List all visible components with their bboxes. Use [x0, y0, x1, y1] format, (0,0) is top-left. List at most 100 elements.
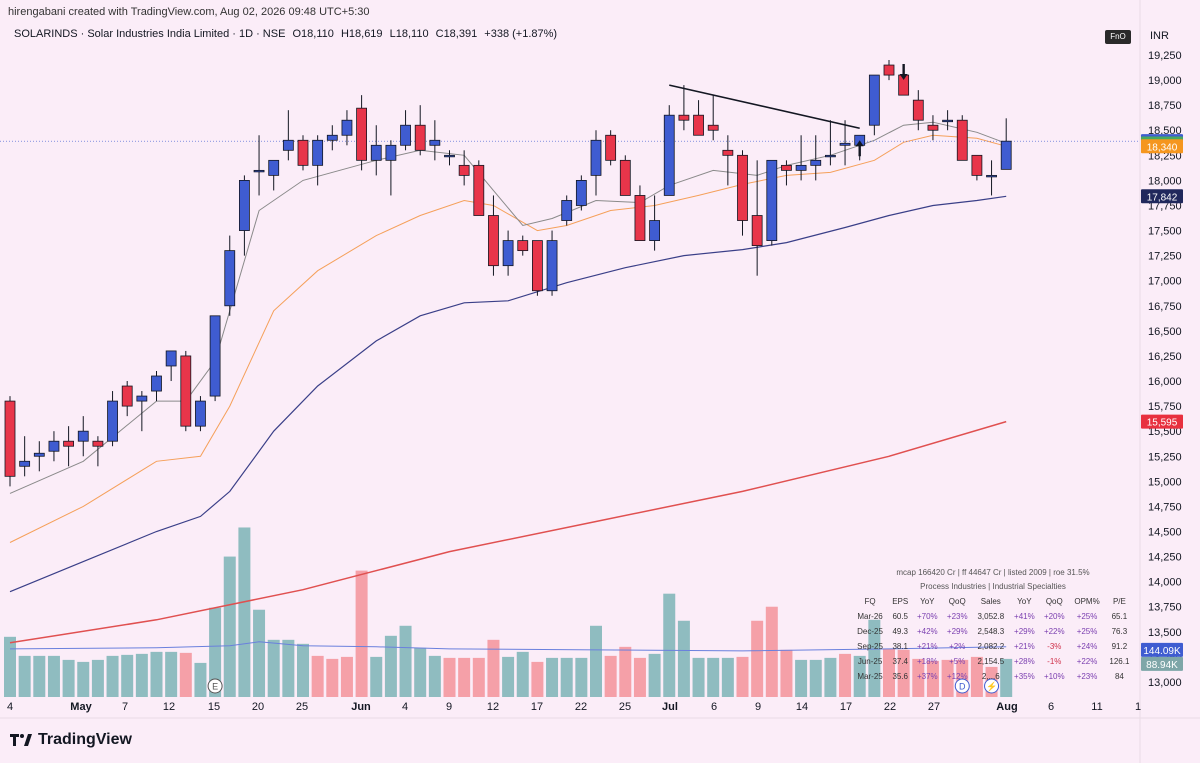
volume-bar	[941, 659, 954, 697]
volume-bar	[77, 661, 90, 697]
x-tick-label: 22	[575, 701, 587, 713]
volume-bar	[472, 657, 485, 697]
financials-cell: +23%	[1076, 672, 1098, 681]
y-tick-label: 17,750	[1148, 200, 1182, 212]
volume-bar	[560, 657, 573, 697]
volume-bar	[677, 620, 690, 697]
ohlc-change: +338 (+1.87%)	[484, 28, 558, 40]
ma-slow-line	[9, 195, 1007, 593]
price-axis-badge	[1141, 139, 1183, 154]
x-tick-label: 17	[531, 701, 543, 713]
financials-cell: +2%	[949, 642, 966, 651]
x-tick-label: 27	[928, 701, 940, 713]
candle-body	[19, 460, 31, 467]
volume-bar	[839, 653, 852, 697]
tradingview-logo[interactable]: TradingView	[10, 731, 132, 749]
volume-bar	[633, 657, 646, 697]
down-arrow-icon	[899, 64, 908, 81]
financials-cell: Dec-25	[857, 627, 883, 636]
ohlc-close: C18,391	[435, 28, 478, 40]
candle-body	[619, 159, 631, 196]
y-tick-label: 16,250	[1148, 351, 1182, 363]
ma-fast-line	[9, 121, 1007, 494]
candle-body	[678, 114, 690, 121]
financials-row: Sep-25 38.1 +21% +2% 2,082.2 +21% -3% +24% 91.2	[852, 639, 1134, 654]
up-arrow-icon	[855, 140, 864, 157]
x-tick-label: 20	[252, 701, 264, 713]
price-axis-badge	[1141, 656, 1183, 671]
financials-cell: 2,082.2	[977, 642, 1005, 651]
financials-cell: 3,052.8	[977, 612, 1005, 621]
price-axis-badge-label: 18,340	[1147, 142, 1178, 153]
price-axis-badge-label: 15,595	[1147, 418, 1178, 429]
y-tick-label: 15,750	[1148, 401, 1182, 413]
volume-bar	[795, 659, 808, 697]
financials-col-5: YoY	[1017, 597, 1032, 606]
financials-col-2: YoY	[920, 597, 935, 606]
candle-body	[356, 107, 368, 161]
y-tick-label: 14,250	[1148, 552, 1182, 564]
candle-body	[1000, 140, 1012, 170]
event-marker-label: D	[959, 682, 966, 692]
currency-label[interactable]: INR	[1150, 30, 1169, 42]
financials-cell: 91.2	[1111, 642, 1128, 651]
candle-body	[502, 240, 514, 267]
y-tick-label: 14,500	[1148, 526, 1182, 538]
financials-cell: Mar-26	[857, 612, 883, 621]
candle-body	[532, 240, 543, 292]
financials-cell: +20%	[1043, 612, 1065, 621]
volume-bar	[150, 651, 163, 697]
volume-bar	[384, 635, 397, 697]
x-tick-label: 14	[796, 701, 808, 713]
candle-body	[751, 215, 763, 247]
x-tick-label: 6	[1048, 701, 1054, 713]
volume-bar	[883, 648, 895, 697]
credit-text: hirengabani created with TradingView.com…	[8, 6, 370, 18]
x-tick-label: 11	[1091, 701, 1102, 713]
candle-body	[92, 440, 104, 447]
volume-bar	[165, 651, 178, 697]
financials-col-7: OPM%	[1074, 597, 1100, 606]
financials-row: Dec-25 49.3 +42% +29% 2,548.3 +29% +22% +25% 76.…	[852, 624, 1134, 639]
financials-row: Jun-25 37.4 +18% +5% 2,154.5 +28% -1% +22% 126.1	[852, 654, 1134, 669]
brand-text: TradingView	[38, 731, 132, 748]
symbol-title[interactable]: SOLARINDS · Solar Industries India Limit…	[14, 28, 286, 40]
x-tick-label: 12	[487, 701, 499, 713]
financials-cell: +21%	[1014, 642, 1035, 651]
x-tick-label: 25	[296, 701, 308, 713]
candle-body	[473, 164, 485, 216]
candle-body	[326, 134, 338, 141]
volume-bar	[912, 658, 925, 697]
volume-bar	[926, 660, 939, 697]
fno-badge: FnO	[1105, 30, 1131, 44]
candle-body	[825, 154, 836, 158]
volume-bar	[868, 619, 881, 697]
x-tick-label: 15	[208, 701, 220, 713]
tradingview-logo-icon	[10, 734, 32, 746]
financials-cell: 76.3	[1111, 627, 1128, 636]
candle-body	[912, 99, 924, 121]
y-tick-label: 16,750	[1148, 301, 1182, 313]
candle-body	[942, 119, 953, 123]
candle-body	[253, 169, 265, 173]
financials-col-8: P/E	[1112, 597, 1126, 606]
candle-body	[151, 375, 162, 392]
volume-bar	[824, 657, 837, 697]
candle-body	[649, 220, 660, 241]
candle-body	[693, 114, 704, 136]
candle-body	[444, 154, 455, 158]
volume-bar	[619, 646, 632, 697]
candle-body	[737, 154, 748, 221]
candle-body	[312, 139, 324, 166]
volume-bar	[179, 652, 192, 697]
financials-header-2: Process Industries | Industrial Specialt…	[920, 582, 1066, 591]
ma-mid-line	[9, 134, 1007, 543]
earnings-marker-icon	[207, 678, 223, 694]
candle-body	[575, 180, 587, 206]
financials-cell: -1%	[1047, 657, 1062, 666]
financials-cell: +22%	[1043, 627, 1065, 636]
ma-long-line	[9, 420, 1007, 644]
x-tick-label: 12	[163, 701, 175, 713]
financials-cell: +12%	[946, 672, 968, 681]
